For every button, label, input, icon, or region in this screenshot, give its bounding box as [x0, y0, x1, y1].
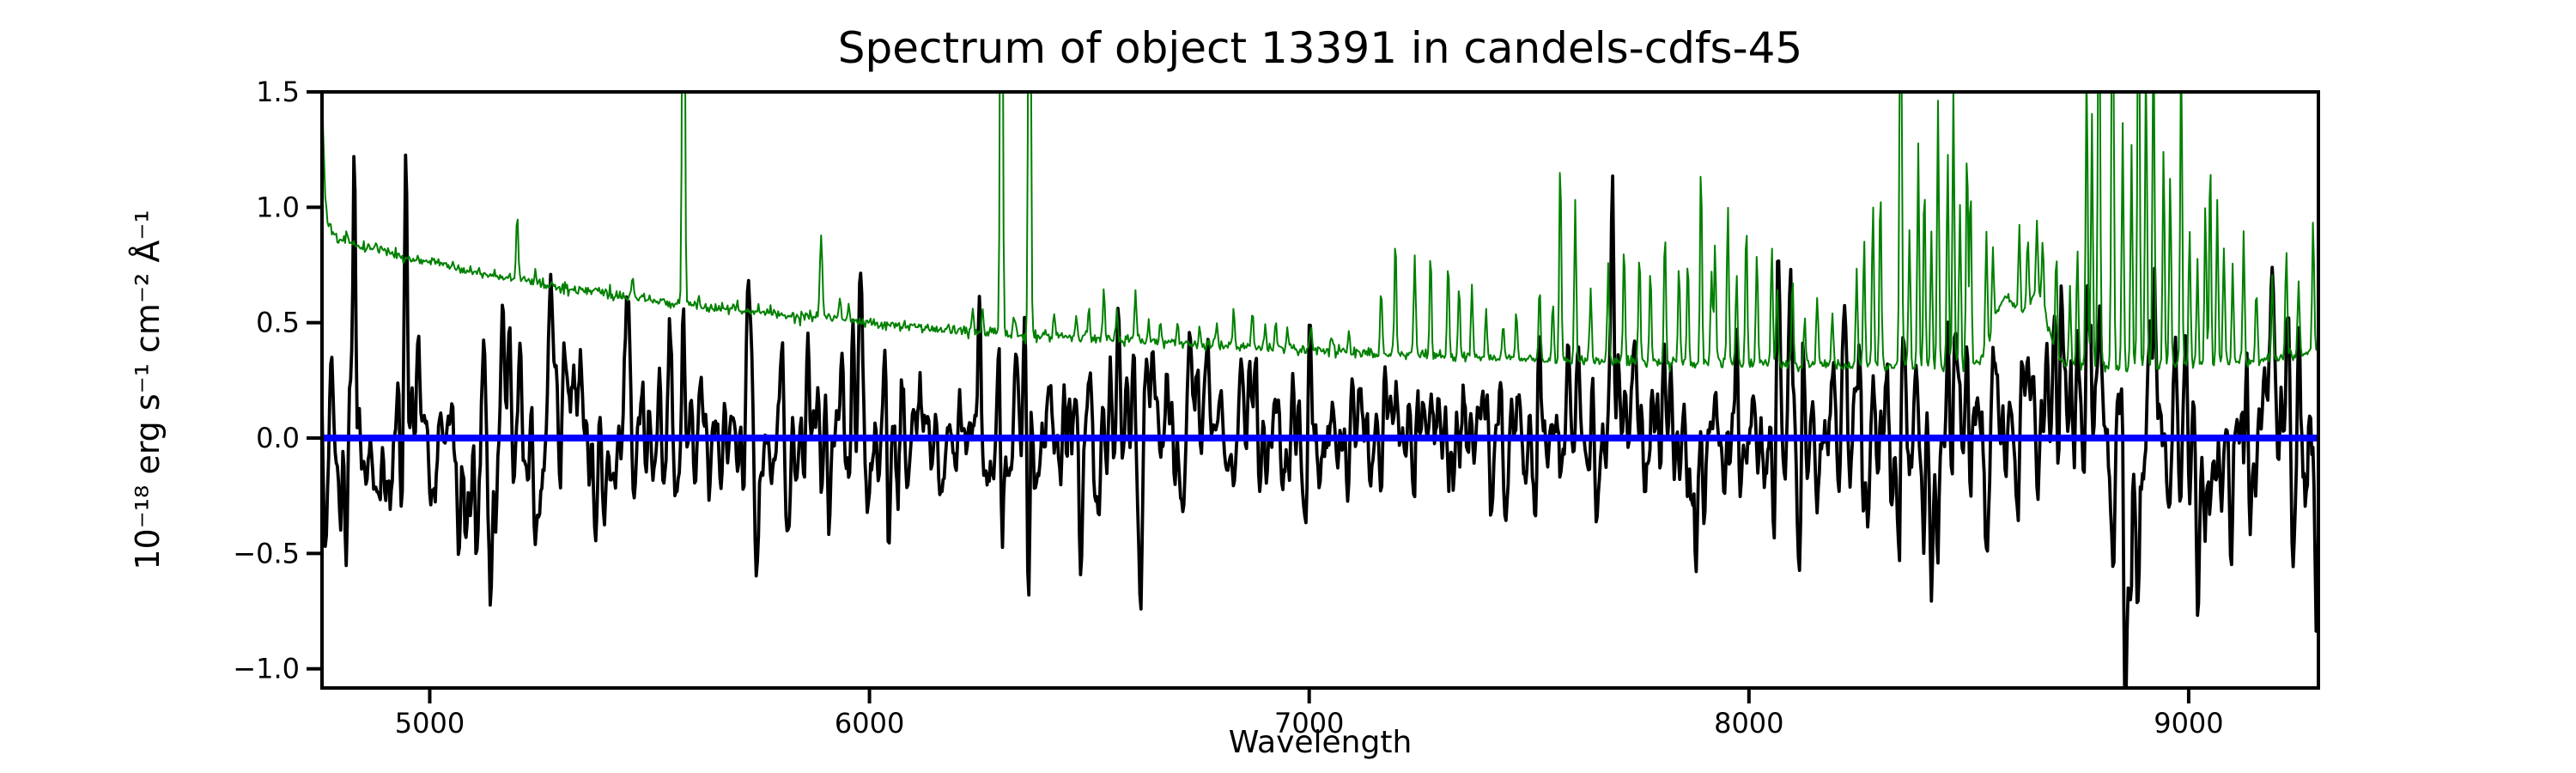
- x-tick-label-6000: 6000: [835, 707, 904, 740]
- x-tick-label-5000: 5000: [395, 707, 465, 740]
- y-tick-label-−1.0: −1.0: [233, 653, 300, 685]
- y-tick-label-0.5: 0.5: [256, 307, 300, 339]
- y-tick-label-1.5: 1.5: [256, 76, 300, 108]
- plot-border: [320, 90, 2320, 690]
- y-tick-label-1.0: 1.0: [256, 191, 300, 223]
- x-axis-label: Wavelength: [1228, 725, 1413, 760]
- x-tick-label-7000: 7000: [1274, 707, 1344, 740]
- x-tick-label-8000: 8000: [1714, 707, 1783, 740]
- x-tick-label-9000: 9000: [2154, 707, 2223, 740]
- noise-series-line: [322, 92, 2318, 373]
- y-tick-label-−0.5: −0.5: [233, 537, 300, 569]
- flux-series-line: [322, 153, 2318, 688]
- y-tick-label-0.0: 0.0: [256, 422, 300, 454]
- chart-title: Spectrum of object 13391 in candels-cdfs…: [837, 23, 1803, 73]
